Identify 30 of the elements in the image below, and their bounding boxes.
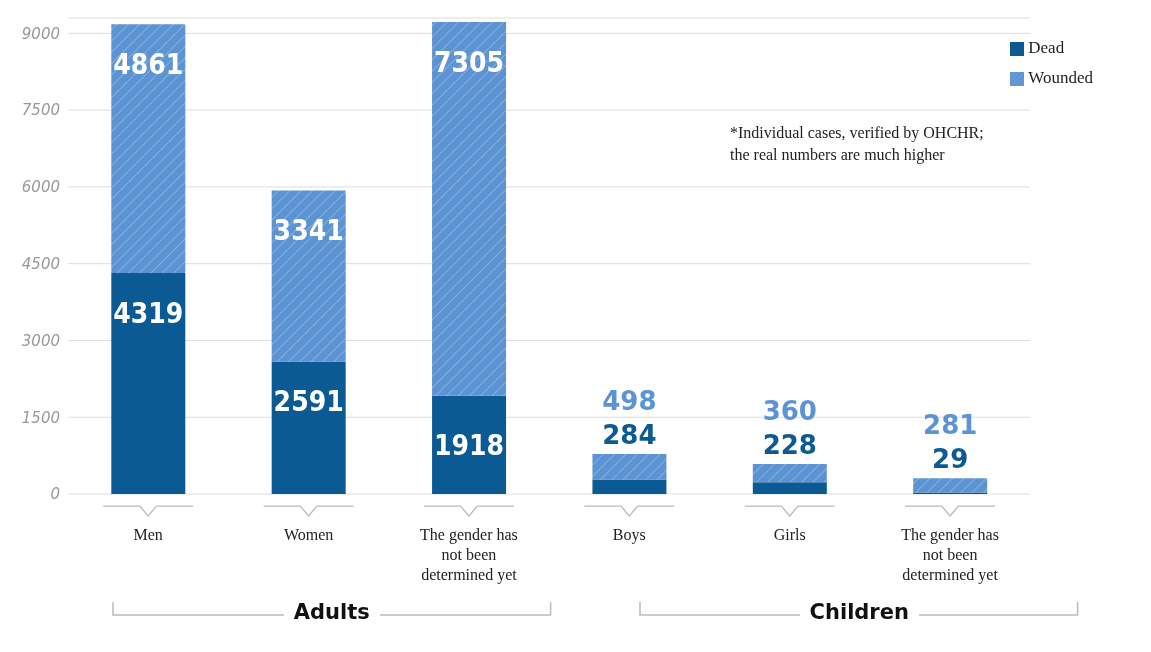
data-label: 7305 [434, 45, 505, 79]
x-tick-label: Boys [612, 526, 646, 544]
annotation: *Individual cases, verified by OHCHR; the real numbers are much higher [730, 123, 985, 166]
data-label: 284 [602, 419, 657, 450]
data-label: 2591 [273, 385, 344, 419]
y-tick-label: 7500 [21, 101, 60, 120]
data-label: 281 [923, 410, 978, 441]
x-tick-label: Girls [773, 526, 806, 543]
x-tick-label: Men [133, 526, 163, 543]
x-tick-label: The gender has not been determined yet [901, 526, 999, 584]
data-label: 29 [932, 444, 969, 475]
data-label: 4861 [113, 48, 184, 82]
data-label: 498 [602, 385, 657, 416]
y-tick-label: 0 [50, 485, 60, 504]
y-tick-label: 6000 [21, 178, 60, 197]
data-label: 1918 [434, 428, 505, 462]
data-label: 360 [762, 395, 817, 426]
x-tick-label: The gender has not been determined yet [420, 526, 518, 584]
data-label: 228 [762, 429, 817, 460]
x-tick-label: Women [283, 526, 334, 543]
legend-label: Dead [1028, 38, 1065, 57]
y-tick-label: 3000 [21, 331, 60, 350]
y-tick-label: 9000 [21, 24, 60, 43]
data-label: 4319 [113, 296, 184, 330]
data-label: 3341 [273, 214, 344, 248]
text: Adults [283, 600, 380, 624]
text: Children [799, 600, 919, 624]
y-tick-label: 4500 [21, 255, 60, 273]
y-tick-label: 1500 [21, 408, 60, 427]
legend-label: Wounded [1028, 68, 1093, 87]
